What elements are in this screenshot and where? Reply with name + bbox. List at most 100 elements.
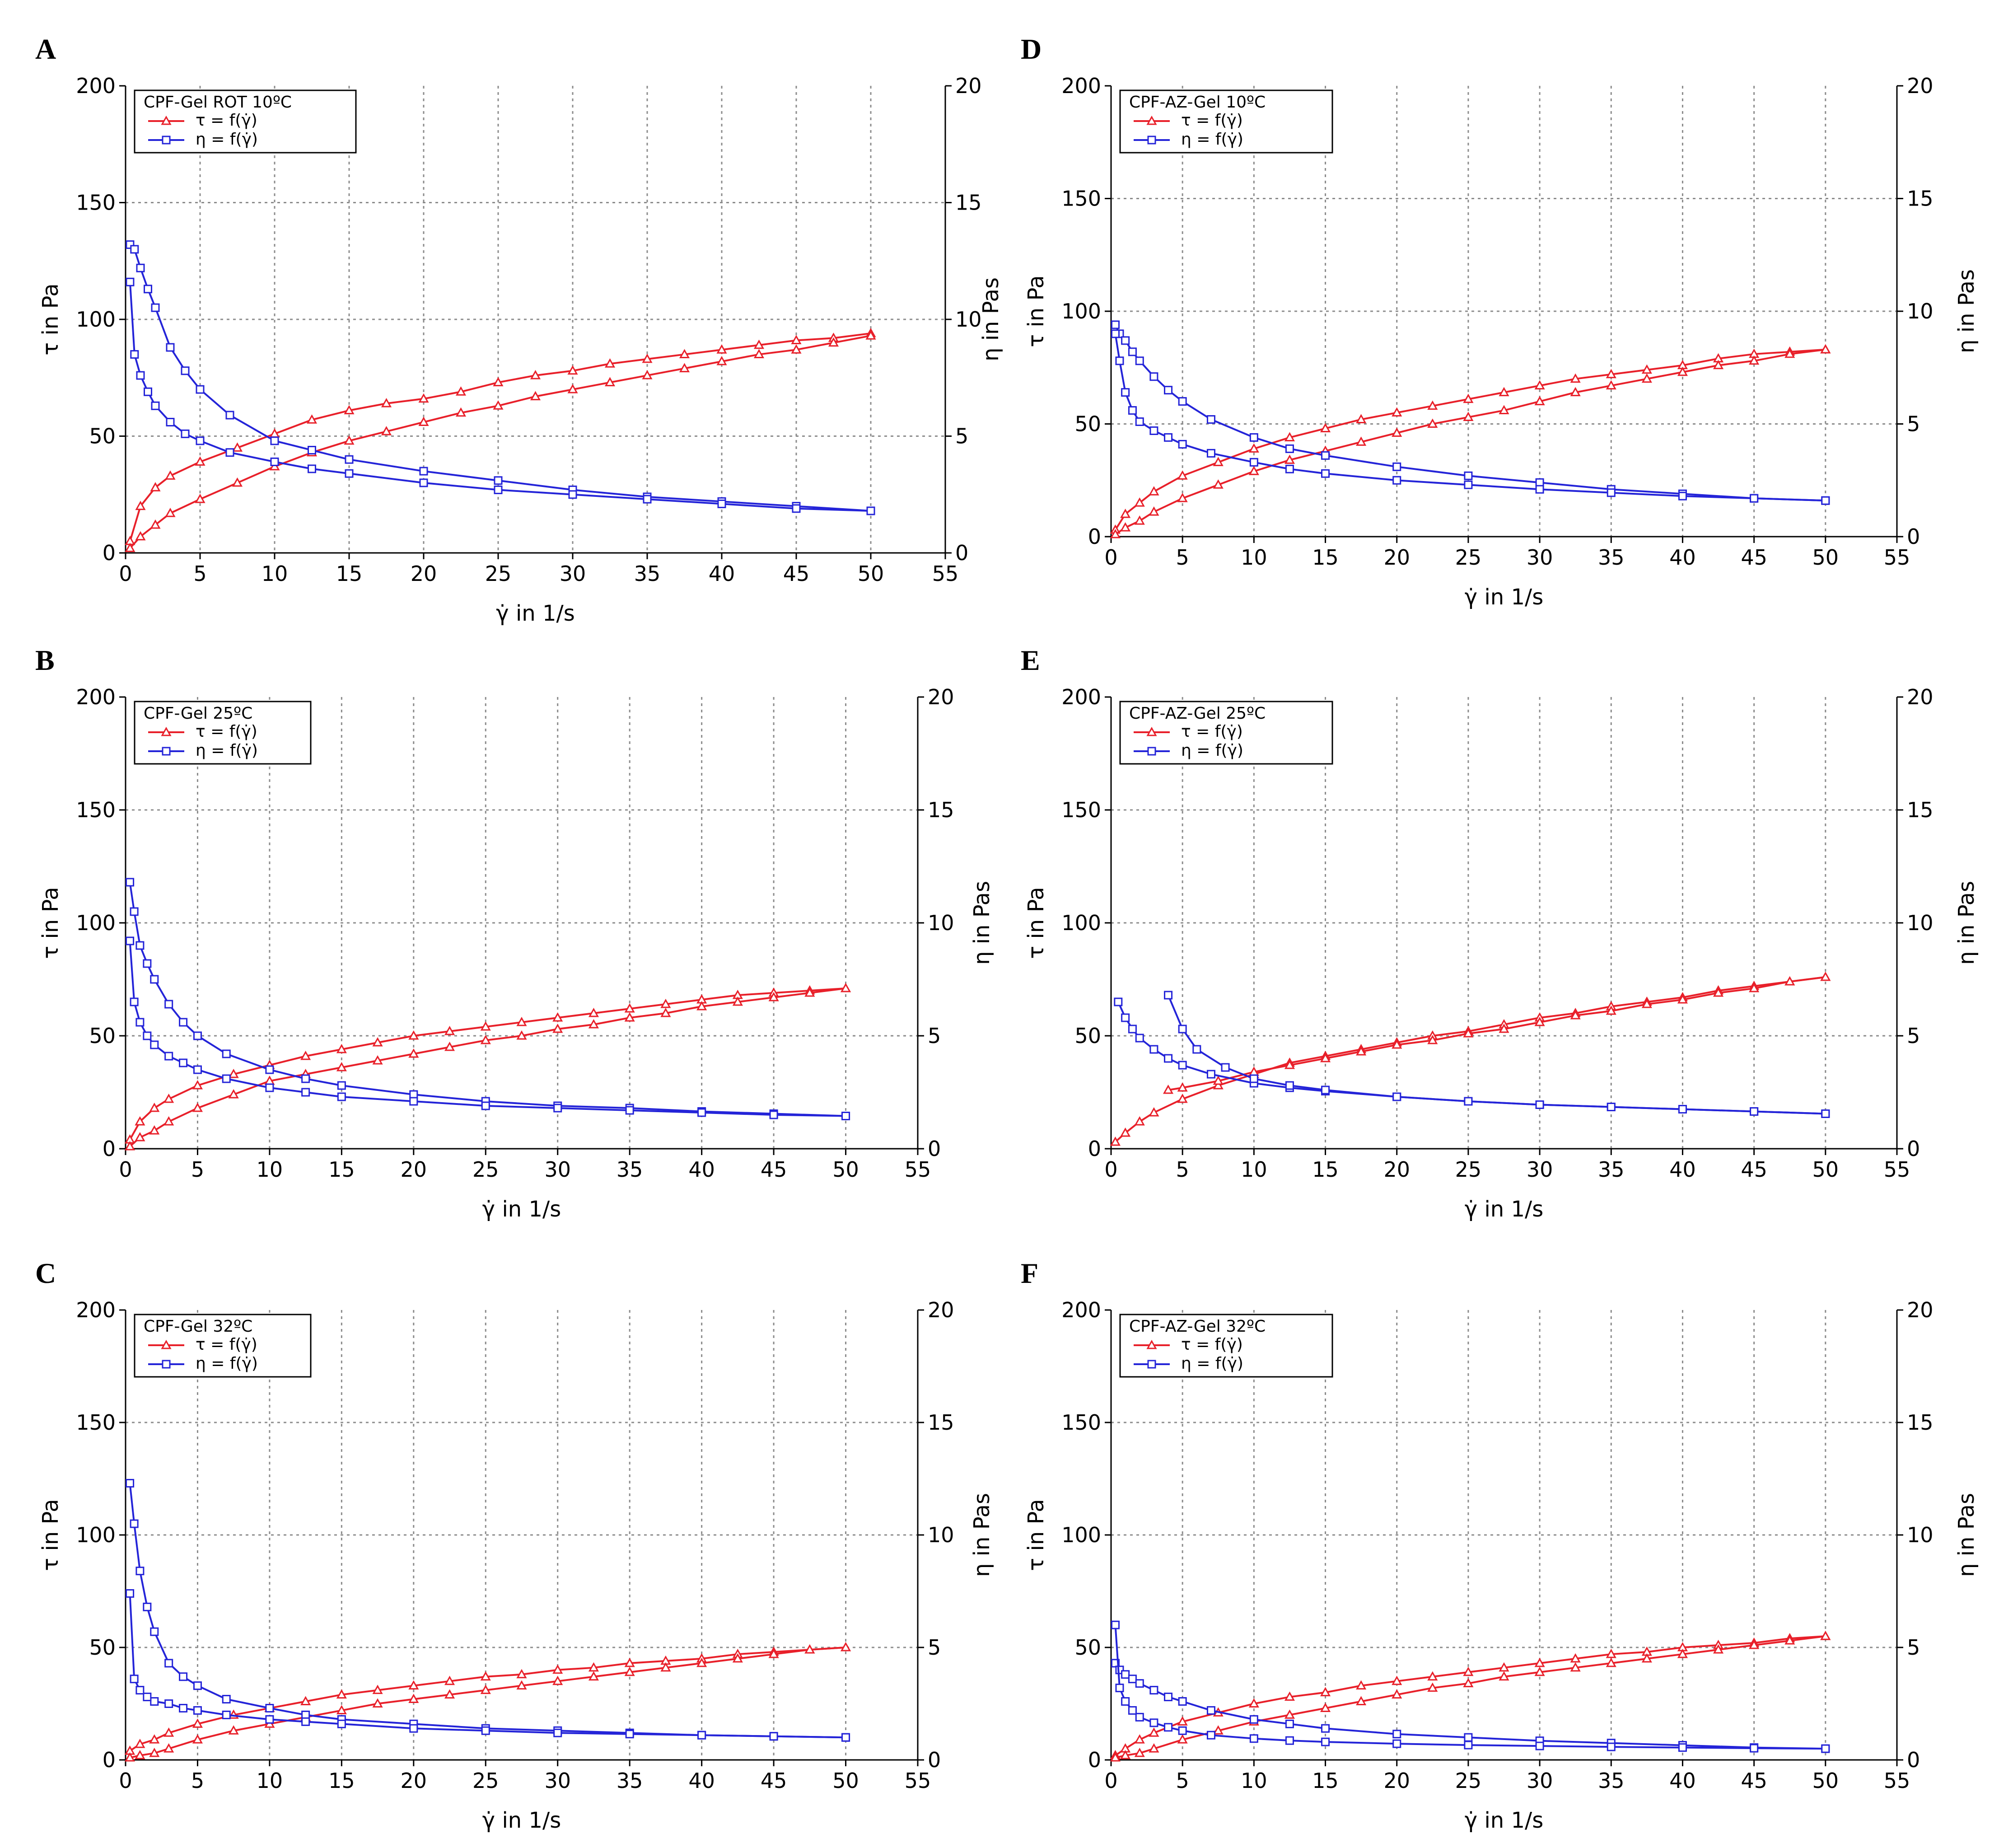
data-point <box>481 1101 490 1110</box>
y-right-tick-label: 5 <box>1907 1635 1920 1660</box>
y-right-tick-label: 0 <box>1907 524 1920 549</box>
data-point <box>769 1110 778 1119</box>
data-point <box>165 508 176 517</box>
data-point <box>1206 449 1215 458</box>
data-point <box>1392 1039 1402 1049</box>
x-tick-label: 35 <box>617 1768 643 1793</box>
data-point <box>1320 1687 1331 1697</box>
y-right-tick-label: 15 <box>1907 187 1934 211</box>
data-point <box>135 531 146 541</box>
data-point <box>1535 485 1544 494</box>
data-point <box>480 1684 491 1694</box>
data-point <box>372 1698 383 1708</box>
data-point <box>625 1730 634 1739</box>
x-axis-title: γ̇ in 1/s <box>482 1808 561 1833</box>
data-point <box>1464 1097 1473 1106</box>
data-point <box>1606 1005 1616 1015</box>
data-point <box>381 398 392 407</box>
y-right-tick-label: 5 <box>955 424 968 449</box>
data-point <box>444 1025 455 1035</box>
legend-swatch-marker <box>1147 1360 1156 1369</box>
data-point <box>179 1018 188 1027</box>
data-point <box>1749 1639 1760 1649</box>
series-line-branch-up <box>129 332 871 542</box>
data-point <box>1606 1657 1616 1667</box>
x-tick-label: 30 <box>560 561 586 586</box>
data-point <box>1784 1635 1795 1645</box>
data-point <box>135 1686 145 1695</box>
data-point <box>1121 1013 1130 1022</box>
data-point <box>265 1083 274 1092</box>
data-point <box>679 349 690 359</box>
x-tick-label: 45 <box>1741 1157 1767 1182</box>
x-tick-label: 40 <box>1669 1768 1696 1793</box>
data-point <box>306 414 318 424</box>
data-point <box>1134 497 1145 507</box>
data-point <box>192 1718 203 1728</box>
data-point <box>1206 415 1215 424</box>
data-point <box>336 1062 347 1071</box>
legend-swatch-marker <box>1147 136 1156 145</box>
y-right-tick-label: 15 <box>1907 1410 1934 1435</box>
data-point <box>336 1705 347 1714</box>
data-point <box>336 1043 347 1053</box>
y-right-tick-label: 15 <box>928 798 954 822</box>
data-point <box>192 1080 203 1090</box>
data-point <box>1135 417 1144 426</box>
data-point <box>408 1680 419 1690</box>
data-point <box>804 1644 815 1654</box>
data-point <box>135 1739 145 1748</box>
data-point <box>143 959 152 968</box>
legend-swatch-marker <box>1146 726 1157 736</box>
data-point <box>1120 509 1131 518</box>
y-right-tick-label: 0 <box>928 1748 941 1772</box>
data-point <box>196 385 205 394</box>
legend-swatch-marker <box>161 115 172 125</box>
data-point <box>1427 1034 1438 1044</box>
data-point <box>126 277 135 286</box>
x-tick-label: 20 <box>401 1157 427 1182</box>
legend-swatch-marker <box>162 1360 171 1369</box>
y-right-axis-title: η in Pas <box>978 277 1004 361</box>
y-right-tick-label: 20 <box>1907 1298 1934 1322</box>
y-left-tick-label: 200 <box>1061 685 1101 709</box>
data-point <box>1128 347 1137 356</box>
x-tick-label: 40 <box>1669 1157 1696 1182</box>
legend-entry-label: τ = f(γ̇) <box>1181 1335 1243 1354</box>
data-point <box>530 370 541 379</box>
data-point <box>126 1589 135 1598</box>
data-point <box>150 975 159 984</box>
data-point <box>265 1065 274 1074</box>
data-point <box>163 1743 174 1753</box>
chart-panel-f: F0 5 10 15 20 25 30 35 40 45 50 5505010015020005101… <box>1021 1257 1979 1833</box>
legend-entry-label: η = f(γ̇) <box>196 741 258 760</box>
data-point <box>150 482 161 491</box>
data-point <box>1249 1715 1258 1724</box>
x-tick-label: 30 <box>1527 1157 1553 1182</box>
x-axis-title: γ̇ in 1/s <box>1465 1808 1543 1833</box>
data-point <box>193 1681 202 1690</box>
legend-swatch-marker <box>1147 747 1156 756</box>
data-point <box>1135 356 1144 365</box>
data-point <box>1641 1653 1652 1663</box>
data-point <box>130 1675 139 1684</box>
data-point <box>1321 1724 1330 1733</box>
data-point <box>1677 1648 1688 1658</box>
data-point <box>1356 1046 1367 1056</box>
y-left-tick-label: 0 <box>103 541 116 565</box>
data-point <box>1111 320 1120 329</box>
series-line-branch-down <box>129 335 871 549</box>
data-point <box>1570 1653 1581 1663</box>
data-point <box>1149 1727 1159 1737</box>
data-point <box>1121 388 1130 397</box>
data-point <box>840 1642 851 1652</box>
data-point <box>135 1116 145 1126</box>
data-point <box>301 1074 310 1083</box>
x-tick-label: 50 <box>858 561 884 586</box>
x-tick-label: 5 <box>1176 545 1189 570</box>
data-point <box>130 350 139 359</box>
data-point <box>1464 480 1473 489</box>
data-point <box>125 543 135 552</box>
data-point <box>1677 366 1688 376</box>
x-tick-label: 30 <box>544 1157 571 1182</box>
